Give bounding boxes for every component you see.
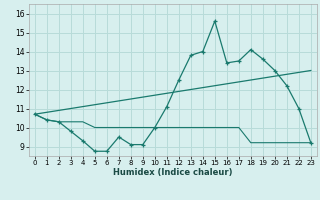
X-axis label: Humidex (Indice chaleur): Humidex (Indice chaleur) <box>113 168 233 177</box>
